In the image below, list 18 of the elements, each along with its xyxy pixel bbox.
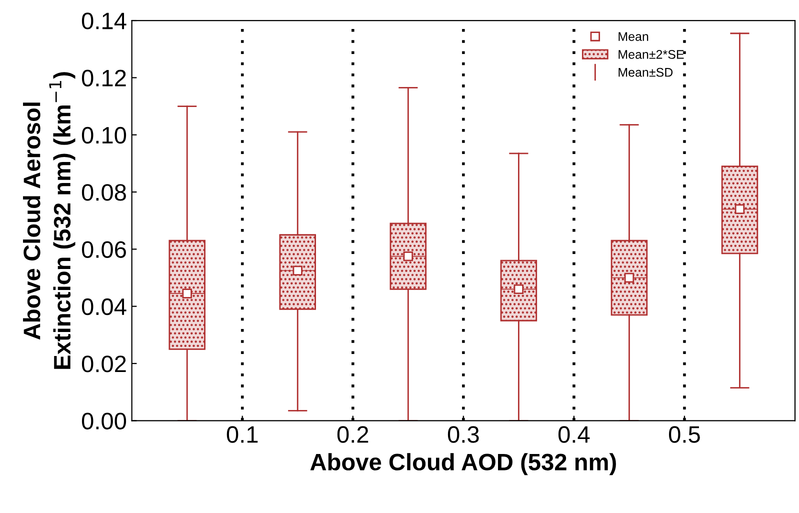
y-tick-label: 0.00 [82, 412, 126, 430]
x-tick-label: 0.1 [226, 426, 258, 443]
y-tick-label: 0.04 [82, 298, 126, 316]
y-tick-label: 0.02 [82, 356, 126, 372]
x-tick-label: 0.3 [448, 426, 479, 443]
x-tick-label: 0.2 [337, 426, 368, 443]
x-tick-label: 0.4 [558, 426, 590, 443]
x-axis-title: Above Cloud AOD (532 nm) [310, 453, 616, 476]
x-tick-label: 0.5 [668, 426, 700, 443]
y-tick-label: 0.12 [82, 70, 126, 86]
y-tick-label: 0.14 [82, 12, 126, 30]
y-tick-label: 0.10 [82, 126, 126, 144]
annotation: Mean±2*SE [618, 50, 684, 59]
annotation: Mean [618, 32, 648, 41]
annotation: Mean±SD [618, 68, 673, 77]
y-axis-title: Above Cloud Aerosol Extinction (532 nm) (km$^{−1}$) [23, 72, 76, 369]
y-tick-label: 0.08 [82, 184, 126, 201]
y-tick-label: 0.06 [82, 241, 126, 258]
